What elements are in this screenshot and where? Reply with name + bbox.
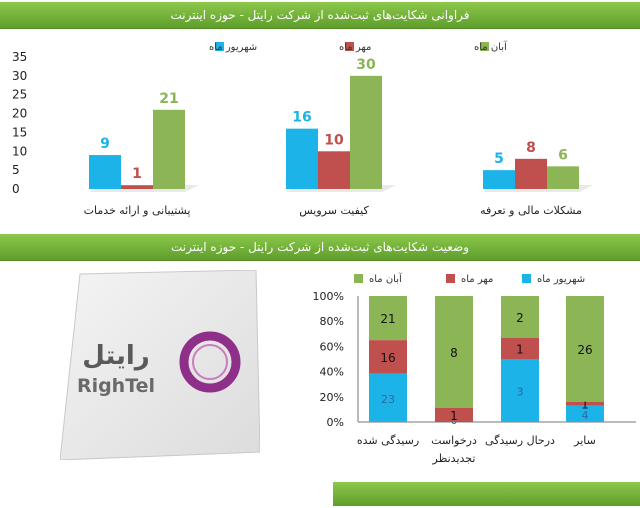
y-tick-label: 25 bbox=[12, 88, 27, 102]
y-tick-label: 20 bbox=[12, 107, 27, 121]
y-tick-label: 35 bbox=[12, 50, 27, 64]
y-tick-label: 15 bbox=[12, 125, 27, 139]
stacked-percent-chart: 0% 20% 40% 60% 80% 100% آبان ماه مهر ماه شهریور … bbox=[313, 272, 636, 465]
segment-label: 8 bbox=[450, 346, 458, 360]
legend-label: شهریور ماه bbox=[537, 274, 585, 285]
data-label: 8 bbox=[526, 140, 536, 156]
legend-swatch bbox=[522, 274, 531, 283]
category-label: پشتیبانی و ارائه خدمات bbox=[84, 204, 191, 217]
logo-brand-en: RighTel bbox=[77, 375, 155, 397]
footer-bar bbox=[333, 482, 640, 506]
stacked-segment bbox=[566, 405, 604, 422]
bar bbox=[547, 166, 579, 189]
bottom-banner: وضعیت شکایت‌های ثبت‌شده از شرکت رایتل - … bbox=[0, 234, 640, 261]
y-tick-label: 5 bbox=[12, 163, 20, 177]
rightel-logo-card: رایتل RighTel bbox=[60, 270, 260, 460]
y-tick-label: 10 bbox=[12, 144, 27, 158]
category-label: رسیدگی شده bbox=[357, 434, 419, 447]
y-tick-label: 80% bbox=[320, 315, 344, 328]
legend-label: آبان ماه bbox=[369, 272, 403, 285]
segment-label: 1 bbox=[516, 343, 524, 357]
legend-swatch bbox=[215, 42, 224, 51]
rightel-logo-ring bbox=[179, 331, 241, 393]
legend-swatch bbox=[446, 274, 455, 283]
bar bbox=[318, 151, 350, 189]
category-label: مشکلات مالی و تعرفه bbox=[480, 204, 582, 217]
stacked-segment bbox=[501, 296, 539, 338]
top-banner: فراوانی شکایت‌های ثبت‌شده از شرکت رایتل … bbox=[0, 2, 640, 29]
bar bbox=[153, 109, 185, 189]
bar bbox=[121, 185, 153, 189]
data-label: 21 bbox=[159, 91, 178, 107]
top-banner-title: فراوانی شکایت‌های ثبت‌شده از شرکت رایتل … bbox=[170, 8, 470, 22]
segment-label: 23 bbox=[381, 393, 395, 406]
stacked-segment bbox=[566, 401, 604, 406]
y-tick-label: 0% bbox=[327, 416, 344, 429]
logo-brand-fa: رایتل bbox=[82, 341, 149, 371]
segment-label: 1 bbox=[581, 398, 589, 412]
segment-label: 21 bbox=[380, 312, 395, 326]
segment-label: 16 bbox=[380, 351, 395, 365]
stacked-segment bbox=[566, 296, 604, 402]
legend-swatch bbox=[345, 42, 354, 51]
stacked-segment bbox=[501, 338, 539, 359]
bar bbox=[350, 75, 382, 189]
legend-label: مهر ماه bbox=[461, 274, 493, 285]
stacked-segment bbox=[369, 340, 407, 374]
segment-label: 1 bbox=[450, 409, 458, 423]
bar bbox=[483, 170, 515, 189]
segment-label: 3 bbox=[517, 386, 524, 399]
data-label: 6 bbox=[558, 147, 568, 163]
segment-label: 4 bbox=[582, 409, 589, 422]
y-tick-label: 20% bbox=[320, 391, 344, 404]
y-tick-label: 40% bbox=[320, 366, 344, 379]
segment-label: 26 bbox=[577, 343, 592, 357]
category-label: کیفیت سرویس bbox=[299, 204, 369, 217]
y-tick-label: 100% bbox=[313, 290, 344, 303]
stacked-segment bbox=[501, 359, 539, 422]
y-tick-label: 0 bbox=[12, 182, 20, 196]
legend-label: شهریور ماه bbox=[209, 42, 257, 53]
bottom-banner-title: وضعیت شکایت‌های ثبت‌شده از شرکت رایتل - … bbox=[170, 240, 470, 254]
bar bbox=[286, 128, 318, 189]
stacked-segment bbox=[435, 408, 473, 422]
y-tick-label: 60% bbox=[320, 340, 344, 353]
data-label: 9 bbox=[100, 136, 110, 152]
data-label: 10 bbox=[324, 132, 344, 148]
bar bbox=[89, 155, 121, 189]
stacked-segment bbox=[369, 296, 407, 341]
data-label: 30 bbox=[356, 57, 376, 73]
legend-label: آبان ماه bbox=[474, 40, 508, 53]
data-label: 16 bbox=[292, 110, 311, 126]
category-label: درخواست تجدیدنظر bbox=[431, 434, 477, 465]
category-label: درحال رسیدگی bbox=[485, 434, 555, 447]
stacked-segment bbox=[369, 373, 407, 422]
segment-label: 2 bbox=[516, 311, 524, 325]
legend-swatch bbox=[480, 42, 489, 51]
y-tick-label: 30 bbox=[12, 69, 27, 83]
bar bbox=[515, 158, 547, 189]
category-label: سایر bbox=[573, 434, 596, 447]
data-label: 1 bbox=[132, 166, 142, 182]
legend-swatch bbox=[354, 274, 363, 283]
stacked-segment bbox=[435, 296, 473, 408]
data-label: 5 bbox=[494, 151, 504, 167]
legend-label: مهر ماه bbox=[339, 42, 371, 53]
